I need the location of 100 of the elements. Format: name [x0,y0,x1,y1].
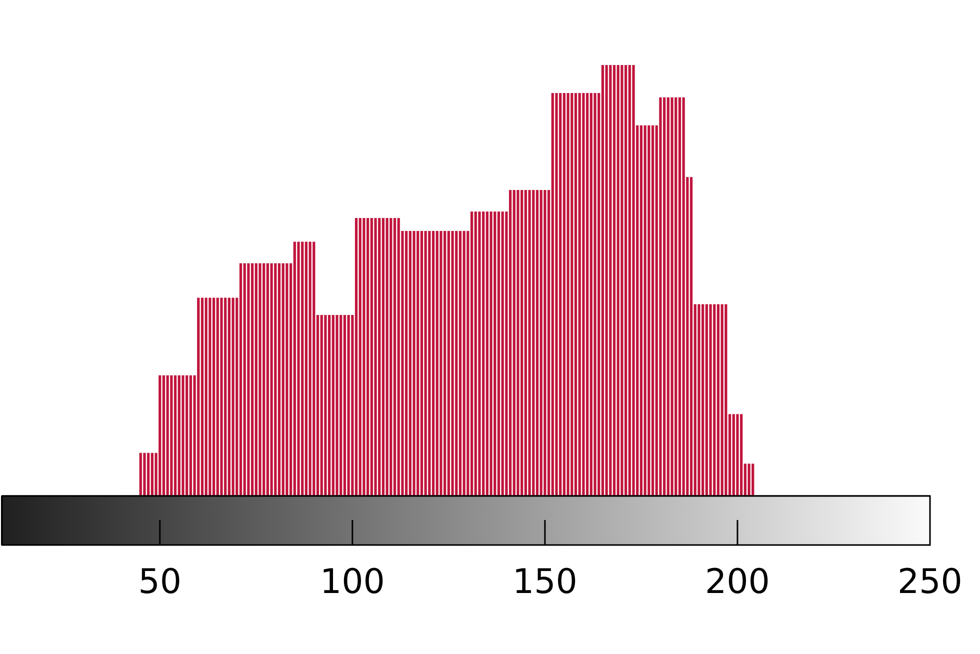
bar [324,314,327,496]
bar [432,230,435,496]
bar [474,212,477,496]
bar [551,93,554,496]
bar [239,263,242,496]
x-tick-label: 100 [320,562,385,602]
bar [540,190,542,496]
bar [620,65,624,496]
bar [182,375,184,496]
bar [286,263,288,496]
bar [304,242,308,496]
bar [320,314,323,496]
bar [150,452,154,496]
bar [512,190,516,496]
bar [189,375,192,496]
bar [648,125,650,496]
bar [508,190,512,496]
bar [578,93,581,496]
bar [713,304,716,496]
bar [224,298,227,496]
bar [301,242,304,496]
bar [382,218,385,496]
bar [208,298,212,496]
bar [362,218,366,496]
bar [748,464,750,496]
bar [204,298,208,496]
bar [720,304,724,496]
bar [663,97,666,496]
bar [702,304,704,496]
bar [666,97,670,496]
bar [462,230,466,496]
bar [444,230,446,496]
bar [378,218,381,496]
bar [408,230,412,496]
bar [566,93,570,496]
bar [570,93,574,496]
bar [724,304,728,496]
bar [336,314,338,496]
bar [690,177,693,496]
bar [216,298,219,496]
bar [605,65,608,496]
bar [455,230,458,496]
bar [732,414,735,496]
bar [186,375,188,496]
bar [274,263,277,496]
bar [332,314,334,496]
bar [624,65,628,496]
bar [490,212,492,496]
bar [162,375,166,496]
bar [428,230,431,496]
bar [262,263,266,496]
bar [601,65,604,496]
bar [397,218,400,496]
bar [674,97,678,496]
bar [651,125,654,496]
bar [670,97,674,496]
bar [158,375,162,496]
bar [470,212,474,496]
bar [254,263,258,496]
bar [212,298,216,496]
bar [682,97,685,496]
bar [574,93,578,496]
bar [497,212,500,496]
bar [740,414,743,496]
bar [386,218,388,496]
x-tick-label: 200 [705,562,770,602]
bar [147,452,150,496]
bar [559,93,562,496]
bar [440,230,442,496]
bar [354,218,358,496]
bar [247,263,250,496]
bar [416,230,420,496]
bar [644,125,646,496]
bar [270,263,273,496]
bar [698,304,700,496]
bar [166,375,169,496]
bar [458,230,462,496]
bar [312,242,316,496]
bar [293,242,296,496]
x-tick-label: 150 [512,562,578,602]
bar [220,298,223,496]
bar [436,230,438,496]
bar [447,230,450,496]
bar [200,298,204,496]
bar [582,93,585,496]
bar [139,452,142,496]
bar [628,65,631,496]
bar [536,190,539,496]
bar [343,314,346,496]
bar [197,298,200,496]
bar [250,263,254,496]
bar [143,452,146,496]
bar [501,212,504,496]
bar [328,314,331,496]
bar [482,212,485,496]
bar [170,375,173,496]
bar [524,190,527,496]
bar [405,230,408,496]
bar [590,93,592,496]
bar [347,314,350,496]
